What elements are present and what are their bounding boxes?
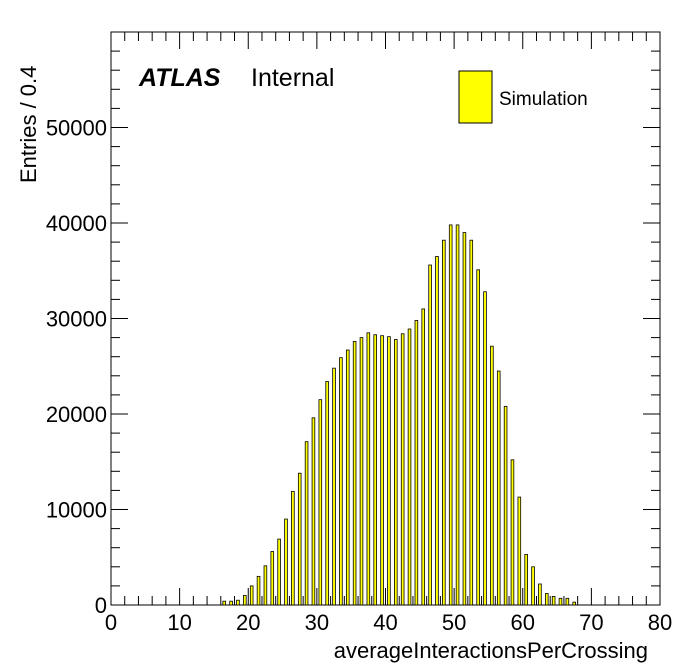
- histogram-bar: [538, 583, 542, 606]
- histogram-bar: [304, 441, 309, 606]
- histogram-bar: [243, 595, 247, 606]
- histogram-bar: [339, 357, 343, 606]
- histogram-bar: [421, 308, 426, 606]
- histogram-bar: [222, 600, 227, 606]
- x-tick-label: 50: [442, 610, 466, 635]
- histogram-bar: [318, 399, 323, 606]
- y-tick-label: 10000: [46, 498, 107, 523]
- histogram-bar: [236, 599, 240, 606]
- histogram-bar: [345, 349, 350, 606]
- x-axis-label: averageInteractionsPerCrossing: [334, 638, 648, 663]
- histogram-bar: [496, 370, 501, 606]
- y-tick-label: 20000: [46, 402, 107, 427]
- y-axis-label: Entries / 0.4: [16, 66, 41, 183]
- histogram-bar: [572, 601, 576, 606]
- y-tick-label: 50000: [46, 116, 107, 141]
- histogram-bar: [531, 566, 535, 606]
- histogram-bar: [462, 232, 467, 606]
- histogram-bar: [428, 264, 432, 606]
- histogram-bar: [359, 337, 364, 606]
- histogram-bar: [380, 335, 384, 606]
- histogram-bar: [551, 596, 556, 606]
- histogram-bar: [325, 381, 329, 606]
- axis-ticks: [110, 31, 661, 606]
- histogram-bar: [284, 518, 288, 606]
- histogram-bar: [524, 553, 528, 606]
- legend-swatch: [458, 70, 493, 124]
- histogram-bar: [352, 341, 357, 606]
- x-tick-label: 30: [305, 610, 329, 635]
- histogram-bar: [332, 367, 336, 606]
- histogram-bar: [291, 490, 295, 606]
- histogram-bar: [249, 585, 254, 606]
- histogram-bars: [222, 224, 576, 606]
- histogram-bar: [407, 328, 412, 606]
- histogram-bar: [366, 332, 371, 606]
- internal-label: Internal: [251, 64, 334, 92]
- y-tick-label: 30000: [46, 307, 107, 332]
- axis-tick-labels: 0 10 20 30 40 50 60 70 80 0 10000 20000 30000 40000 50…: [46, 116, 672, 636]
- histogram-bar: [263, 565, 268, 606]
- histogram-bar: [483, 291, 487, 606]
- histogram-bar: [442, 239, 446, 606]
- histogram-bar: [394, 339, 398, 606]
- y-tick-label: 0: [95, 593, 107, 618]
- histogram-bar: [400, 333, 405, 606]
- atlas-label: ATLAS: [138, 64, 221, 92]
- histogram-bar: [565, 597, 570, 606]
- x-tick-label: 0: [105, 610, 117, 635]
- histogram-bar: [373, 334, 377, 606]
- histogram-bar: [448, 224, 453, 606]
- histogram-bar: [387, 336, 391, 606]
- histogram-bar: [510, 459, 515, 606]
- histogram-bar: [435, 256, 439, 606]
- histogram-bar: [558, 597, 563, 606]
- histogram-bar: [476, 269, 480, 606]
- histogram-bar: [517, 496, 522, 606]
- x-tick-label: 20: [236, 610, 260, 635]
- histogram-bar: [229, 600, 233, 606]
- histogram-bar: [277, 538, 281, 606]
- x-tick-label: 40: [373, 610, 397, 635]
- histogram-bar: [297, 472, 302, 606]
- histogram-bar: [414, 320, 419, 606]
- y-tick-label: 40000: [46, 211, 107, 236]
- legend-entry-simulation: Simulation: [499, 89, 588, 110]
- histogram-bar: [311, 417, 316, 606]
- x-tick-label: 70: [579, 610, 603, 635]
- histogram-bar: [469, 239, 474, 606]
- histogram-bar: [455, 224, 460, 606]
- histogram-bar: [490, 345, 494, 606]
- x-tick-label: 10: [167, 610, 191, 635]
- histogram-bar: [256, 575, 261, 606]
- x-tick-label: 80: [648, 610, 672, 635]
- x-tick-label: 60: [511, 610, 535, 635]
- histogram-bar: [544, 593, 549, 606]
- plot-frame: [110, 31, 661, 606]
- histogram-bar: [270, 551, 275, 606]
- histogram-bar: [503, 405, 508, 606]
